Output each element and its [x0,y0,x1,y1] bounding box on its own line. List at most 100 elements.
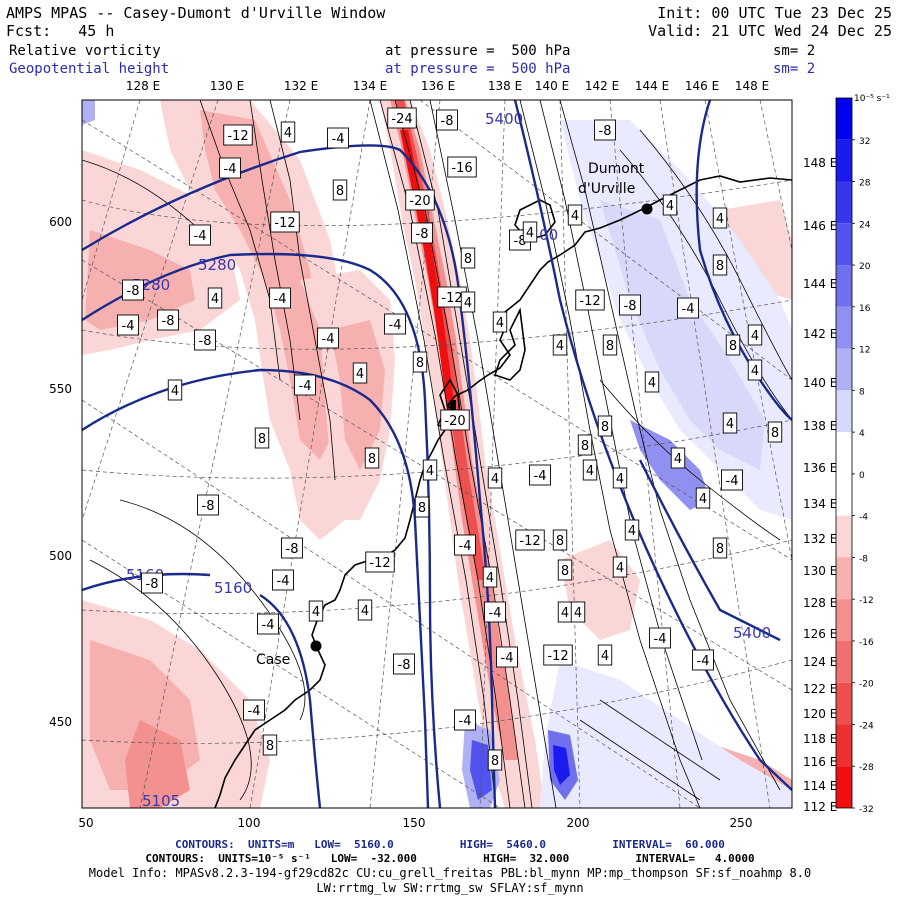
right-lon-label: 116 E [803,755,837,769]
svg-text:8: 8 [606,339,614,354]
svg-text:-12: -12 [547,649,568,664]
colorbar-tick-label: 0 [859,471,865,481]
colorbar-swatch [836,181,852,224]
svg-text:8: 8 [418,501,426,516]
vorticity-label: -4 [243,699,265,721]
colorbar-swatch [836,682,852,725]
svg-text:-4: -4 [697,654,710,669]
vorticity-label: 4 [644,371,660,393]
vorticity-label: 4 [670,447,686,469]
svg-text:-12: -12 [227,129,248,144]
svg-text:-4: -4 [194,229,207,244]
map-plot-area: Dumont d'Urville Case 5400 5280 5280 516… [82,100,792,808]
svg-text:4: 4 [574,606,582,621]
vorticity-label: -4 [529,464,551,486]
svg-text:-12: -12 [519,534,540,549]
vorticity-label: -12 [543,644,573,666]
svg-text:-8: -8 [416,227,429,242]
svg-text:-12: -12 [441,291,462,306]
vorticity-label: 4 [167,379,183,401]
vorticity-label: 4 [747,324,763,346]
svg-text:4: 4 [526,226,534,241]
x-grid-labels: 50 100 150 200 250 [78,816,752,830]
svg-text:-4: -4 [299,379,312,394]
right-lon-label: 120 E [803,707,837,721]
svg-text:4: 4 [491,472,499,487]
vorticity-label: -12 [515,529,545,551]
right-lon-label: 134 E [803,497,837,511]
right-lon-label: 114 E [803,779,837,793]
svg-text:-4: -4 [332,132,345,147]
vorticity-label: -8 [197,494,219,516]
vorticity-label: -4 [294,374,316,396]
svg-text:-4: -4 [459,714,472,729]
vorticity-label: 4 [492,311,508,333]
colorbar-unit-label: 10⁻⁵ s⁻¹ [854,94,890,104]
vorticity-label: 4 [557,601,573,623]
colorbar-tick-label: -32 [859,805,874,815]
vorticity-label: 8 [412,351,428,373]
svg-text:-8: -8 [441,114,454,129]
x-grid-label: 200 [567,816,590,830]
colorbar-swatch [836,557,852,600]
top-lon-label: 148 E [735,79,769,93]
field-level-vorticity: at pressure = 500 hPa [385,43,571,59]
colorbar-tick-label: -8 [859,554,868,564]
svg-text:-4: -4 [248,704,261,719]
colorbar-tick-label: -4 [859,513,868,523]
right-lon-label: 144 E [803,277,837,291]
top-lon-label: 136 E [421,79,455,93]
colorbar-swatch [836,640,852,683]
y-grid-labels: 600 550 500 450 [49,215,72,729]
vorticity-label: 8 [552,529,568,551]
vorticity-label: -8 [122,279,144,301]
station-markers [310,203,653,652]
svg-text:4: 4 [556,339,564,354]
svg-text:4: 4 [586,464,594,479]
svg-text:4: 4 [496,316,504,331]
vorticity-label: 8 [364,447,380,469]
svg-text:-12: -12 [579,294,600,309]
svg-text:-8: -8 [599,124,612,139]
svg-text:8: 8 [601,420,609,435]
colorbar-swatch [836,432,852,474]
vorticity-label: 8 [254,427,270,449]
vorticity-label: 8 [602,334,618,356]
vorticity-label: 4 [747,359,763,381]
y-grid-label: 600 [49,215,72,229]
colorbar-swatch [836,724,852,767]
height-label: 5400 [733,624,771,642]
field-smooth-vorticity: sm= 2 [773,43,816,59]
colorbar-swatch [836,599,852,641]
colorbar-swatch [836,139,852,182]
vorticity-label: 8 [460,247,476,269]
svg-text:4: 4 [751,364,759,379]
svg-text:8: 8 [368,452,376,467]
x-grid-label: 50 [78,816,93,830]
svg-text:8: 8 [556,534,564,549]
vorticity-label: 4 [308,600,324,622]
top-longitude-labels: 128 E 130 E 132 E 134 E 136 E 138 E 140 E 142 E… [126,79,769,93]
field-smooth-height: sm= 2 [773,61,816,77]
top-lon-label: 134 E [353,79,387,93]
vorticity-label: -4 [327,127,349,149]
svg-text:-8: -8 [199,334,212,349]
colorbar-tick-label: -16 [859,638,874,648]
vorticity-label: -8 [281,537,303,559]
height-label: 5400 [485,110,523,128]
svg-text:-8: -8 [127,284,140,299]
vorticity-label: 4 [552,334,568,356]
colorbar-tick-label: 12 [859,346,870,356]
svg-text:4: 4 [699,492,707,507]
colorbar-tick-label: 20 [859,262,871,272]
field-name-vorticity: Relative vorticity [9,43,161,59]
vorticity-label: -12 [575,289,605,311]
top-lon-label: 128 E [126,79,160,93]
casey-dot [310,640,322,652]
svg-text:4: 4 [571,209,579,224]
svg-text:-4: -4 [274,292,287,307]
colorbar-swatch [836,515,852,558]
svg-text:-4: -4 [534,469,547,484]
colorbar-tick-label: 24 [859,220,871,230]
y-grid-label: 500 [49,549,72,563]
